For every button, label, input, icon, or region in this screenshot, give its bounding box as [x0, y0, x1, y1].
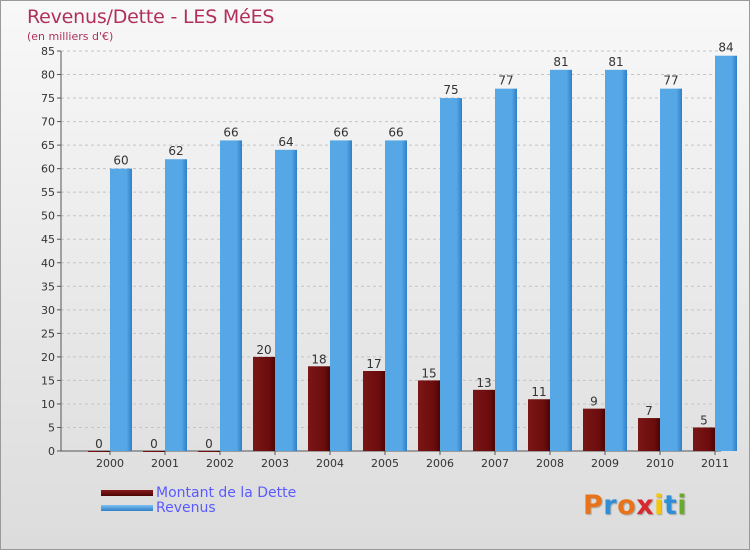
x-tick-label: 2008: [536, 457, 564, 470]
debt-data-label: 0: [150, 437, 158, 451]
logo-letter: i: [677, 490, 688, 521]
debt-bar: [363, 371, 385, 451]
logo-letter: o: [617, 490, 637, 521]
y-tick-label: 60: [41, 163, 55, 176]
debt-bar: [418, 380, 440, 451]
y-tick-label: 35: [41, 280, 55, 293]
y-tick-label: 70: [41, 116, 55, 129]
debt-bar: [528, 399, 550, 451]
revenue-data-label: 84: [718, 41, 733, 55]
y-tick-label: 0: [48, 445, 55, 458]
y-tick-label: 65: [41, 139, 55, 152]
y-tick-label: 15: [41, 374, 55, 387]
revenue-bar: [550, 69, 572, 451]
x-tick-label: 2009: [591, 457, 619, 470]
revenue-bar: [440, 98, 462, 451]
x-tick-label: 2003: [261, 457, 289, 470]
debt-bar: [253, 356, 275, 451]
chart-title: Revenus/Dette - LES MéES: [27, 6, 275, 28]
x-axis: 2000 2001 2002 2003 2004 2005 2006 2007 2008 2009…: [96, 451, 729, 470]
debt-data-label: 0: [205, 437, 213, 451]
y-tick-label: 75: [41, 92, 55, 105]
debt-data-label: 15: [421, 366, 436, 380]
revenue-bar: [495, 88, 517, 451]
debt-data-label: 5: [700, 413, 708, 427]
x-tick-label: 2007: [481, 457, 509, 470]
debt-data-label: 18: [311, 352, 326, 366]
y-tick-label: 45: [41, 233, 55, 246]
revenue-data-label: 77: [663, 74, 678, 88]
debt-data-label: 17: [366, 357, 381, 371]
revenue-data-label: 66: [388, 125, 403, 139]
legend-swatch-debt: [101, 490, 153, 496]
x-tick-label: 2006: [426, 457, 454, 470]
revenue-data-label: 75: [443, 83, 458, 97]
legend-label-revenue: Revenus: [156, 500, 216, 516]
revenue-bar: [660, 88, 682, 451]
bars: 0600620662064186617661575137711819817775…: [88, 41, 737, 452]
x-tick-label: 2004: [316, 457, 344, 470]
logo-letter: r: [603, 490, 618, 521]
x-tick-label: 2000: [96, 457, 124, 470]
revenue-data-label: 81: [553, 55, 568, 69]
logo-letter: i: [654, 490, 664, 521]
revenue-bar: [385, 140, 407, 452]
debt-bar: [198, 451, 220, 452]
logo-letter: x: [636, 490, 655, 521]
y-tick-label: 10: [41, 398, 55, 411]
revenue-data-label: 66: [333, 125, 348, 139]
debt-data-label: 9: [590, 395, 598, 409]
revenue-bar: [220, 140, 242, 452]
y-tick-label: 25: [41, 327, 55, 340]
revenue-data-label: 81: [608, 55, 623, 69]
debt-data-label: 0: [95, 437, 103, 451]
revenue-data-label: 60: [113, 154, 128, 168]
revenue-data-label: 62: [168, 144, 183, 158]
x-tick-label: 2001: [151, 457, 179, 470]
debt-data-label: 7: [645, 404, 653, 418]
debt-bar: [308, 366, 330, 451]
legend-label-debt: Montant de la Dette: [156, 485, 297, 501]
y-tick-label: 55: [41, 186, 55, 199]
x-tick-label: 2011: [701, 457, 729, 470]
debt-bar: [638, 418, 660, 451]
y-tick-label: 20: [41, 351, 55, 364]
logo-letter: t: [663, 490, 678, 521]
revenue-bar: [715, 55, 737, 452]
y-tick-label: 80: [41, 69, 55, 82]
x-tick-label: 2005: [371, 457, 399, 470]
debt-data-label: 20: [256, 343, 271, 357]
revenue-bar: [110, 168, 132, 451]
y-tick-label: 50: [41, 210, 55, 223]
debt-bar: [473, 389, 495, 451]
revenue-bar: [330, 140, 352, 452]
proxiti-logo: Proxiti: [583, 490, 687, 521]
y-tick-label: 5: [48, 421, 55, 434]
debt-data-label: 13: [476, 376, 491, 390]
y-tick-label: 85: [41, 45, 55, 58]
revenue-data-label: 64: [278, 135, 293, 149]
revenue-bar: [275, 149, 297, 451]
debt-bar: [583, 408, 605, 451]
chart-subtitle: (en milliers d'€): [27, 30, 114, 43]
revenue-bar: [605, 69, 627, 451]
revenue-data-label: 66: [223, 125, 238, 139]
y-tick-label: 40: [41, 257, 55, 270]
revenue-bar: [165, 159, 187, 451]
y-axis: 0 5 10 15 20 25 30 35 40 45 50 55 60 65 70 75 80 85: [41, 45, 55, 458]
y-tick-label: 30: [41, 304, 55, 317]
debt-bar: [88, 451, 110, 452]
x-tick-label: 2010: [646, 457, 674, 470]
revenue-data-label: 77: [498, 74, 513, 88]
x-tick-label: 2002: [206, 457, 234, 470]
logo-letter: P: [583, 490, 604, 521]
debt-bar: [143, 451, 165, 452]
debt-data-label: 11: [531, 385, 546, 399]
legend-swatch-revenue: [101, 505, 153, 511]
debt-bar: [693, 427, 715, 451]
